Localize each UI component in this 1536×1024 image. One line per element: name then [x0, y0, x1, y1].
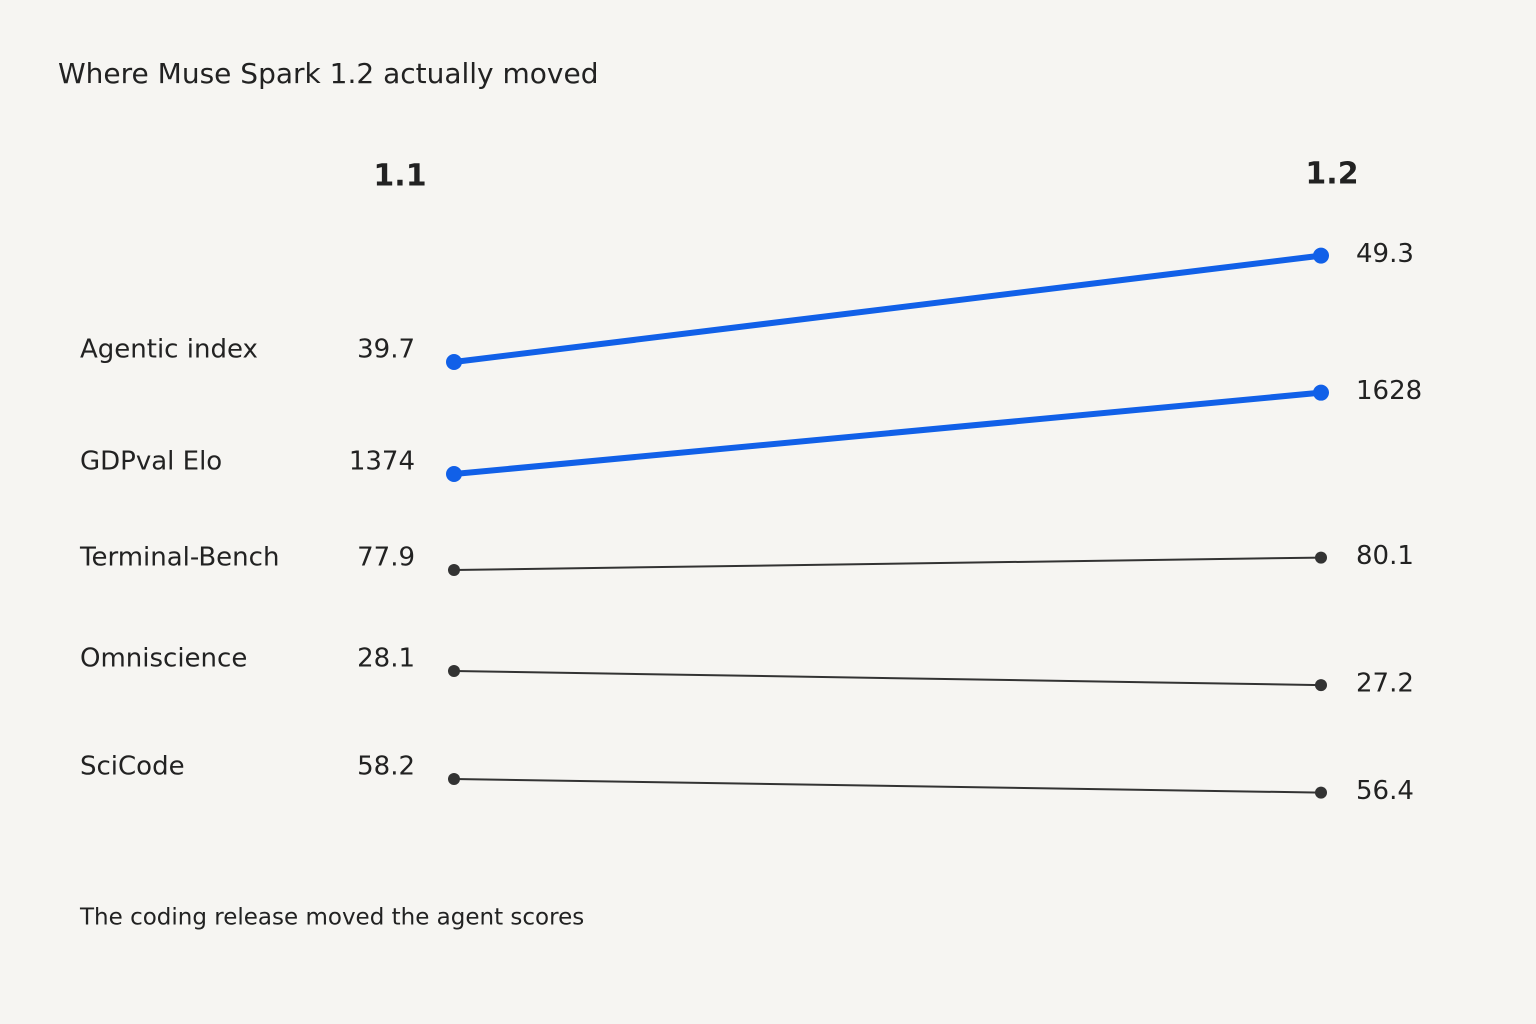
end-value: 56.4 [1356, 776, 1414, 806]
end-point [1313, 247, 1329, 264]
start-point [448, 773, 460, 785]
start-value: 58.2 [357, 752, 415, 782]
start-point [448, 564, 460, 576]
start-point [446, 466, 462, 482]
start-value: 1374 [349, 447, 415, 477]
column-header: 1.2 [1305, 157, 1358, 192]
slope-line [453, 556, 1322, 571]
row-label: Agentic index [80, 335, 258, 365]
end-point [1315, 551, 1327, 564]
start-point [446, 354, 462, 370]
start-value: 39.7 [357, 335, 415, 365]
note: The coding release moved the agent score… [79, 905, 584, 931]
slope-line [453, 389, 1322, 477]
slope-line [453, 778, 1322, 794]
slope-line [453, 670, 1322, 687]
start-value: 77.9 [357, 543, 415, 573]
row-label: GDPval Elo [80, 447, 222, 477]
end-point [1315, 679, 1327, 692]
chart-title: Where Muse Spark 1.2 actually moved [58, 57, 599, 90]
column-header: 1.1 [373, 159, 426, 194]
end-value: 27.2 [1356, 669, 1414, 699]
end-value: 49.3 [1356, 239, 1414, 269]
row-label: Omniscience [80, 644, 247, 674]
row-label: SciCode [80, 752, 185, 782]
row-label: Terminal-Bench [79, 543, 279, 573]
end-point [1313, 384, 1329, 401]
end-value: 1628 [1356, 376, 1422, 406]
end-value: 80.1 [1356, 541, 1414, 571]
start-value: 28.1 [357, 644, 415, 674]
end-point [1315, 786, 1327, 799]
start-point [448, 665, 460, 677]
slope-line [453, 252, 1322, 365]
